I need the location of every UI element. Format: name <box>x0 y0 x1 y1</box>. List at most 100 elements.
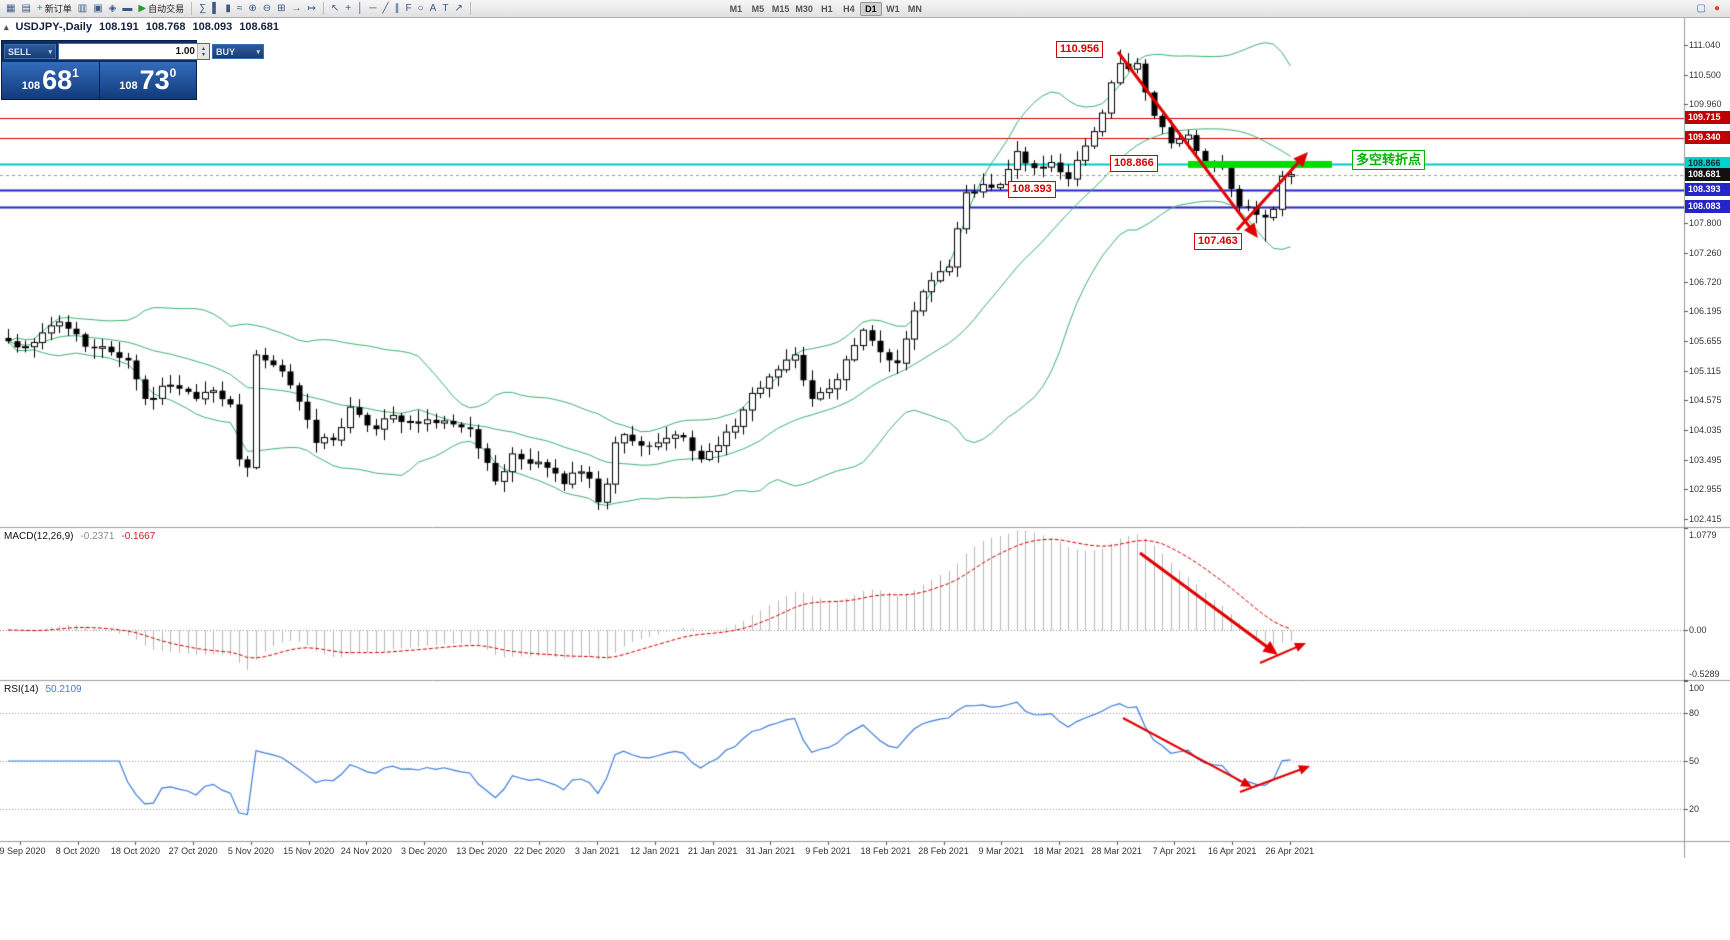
rsi-value: 50.2109 <box>45 684 82 695</box>
date-label: 5 Nov 2020 <box>227 846 274 856</box>
tile-windows-button[interactable]: ⊞ <box>274 1 288 17</box>
sell-point: 1 <box>72 65 79 80</box>
price-annotation-label[interactable]: 107.463 <box>1194 232 1242 250</box>
chart-window-button[interactable]: ▢ <box>1694 1 1709 17</box>
text-button[interactable]: A <box>427 1 440 17</box>
ohlc-close: 108.681 <box>239 21 280 33</box>
price-axis[interactable]: 111.040 110.500 109.960 107.800 107.260 106.7… <box>1685 18 1730 858</box>
auto-scroll-icon: → <box>291 2 302 14</box>
price-annotation-label[interactable]: 110.956 <box>1056 40 1104 58</box>
turning-point-label[interactable]: 多空转折点 <box>1352 149 1426 170</box>
new-order-button[interactable]: + 新订单 <box>34 1 75 17</box>
ohlc-open: 108.191 <box>98 21 139 33</box>
autotrading-label: 自动交易 <box>148 4 185 14</box>
tf-m5-button[interactable]: M5 <box>747 2 769 16</box>
zoom-out-button[interactable]: ⊖ <box>260 1 274 17</box>
toolbar-group-timeframes: M1 M5 M15 M30 H1 H4 D1 W1 MN <box>725 1 926 16</box>
buy-point: 0 <box>169 65 177 80</box>
sell-big-figure: 108 <box>21 79 41 92</box>
horizontal-line-button[interactable]: ─ <box>366 1 379 17</box>
terminal-button[interactable]: ▬ <box>119 1 135 17</box>
profiles-button[interactable]: ▤ <box>18 1 33 17</box>
price-chart-canvas[interactable] <box>0 18 1730 940</box>
rsi-tick-label: 80 <box>1689 708 1700 718</box>
ohlc-high: 108.768 <box>145 21 186 33</box>
tf-h1-button[interactable]: H1 <box>816 2 838 16</box>
date-label: 18 Feb 2021 <box>860 846 912 856</box>
buy-button[interactable]: 108 73 0 <box>99 62 196 99</box>
tf-m30-button[interactable]: M30 <box>792 2 816 16</box>
sell-button[interactable]: 108 68 1 <box>2 62 100 99</box>
price-tick-label: 111.040 <box>1689 39 1721 50</box>
price-tick-label: 104.575 <box>1689 395 1722 406</box>
trade-panel-prices: 108 68 1 108 73 0 <box>2 62 196 99</box>
data-window-button[interactable]: ▣ <box>90 1 105 17</box>
navigator-button[interactable]: ◈ <box>106 1 120 17</box>
text-label-button[interactable]: T <box>439 1 451 17</box>
crosshair-button[interactable]: + <box>342 1 354 17</box>
date-label: 18 Mar 2021 <box>1033 846 1085 856</box>
volume-stepper[interactable]: ▴ ▾ <box>58 43 210 60</box>
price-annotation-label[interactable]: 108.393 <box>1008 181 1056 199</box>
ellipse-button[interactable]: ○ <box>415 1 427 17</box>
date-label: 9 Mar 2021 <box>978 846 1024 856</box>
price-tick-label: 102.955 <box>1689 484 1722 495</box>
alert-button[interactable]: ● <box>1711 1 1723 17</box>
profiles-icon: ▤ <box>21 2 31 14</box>
trade-panel-controls: SELL ▾ ▴ ▾ BUY ▾ <box>2 41 264 60</box>
date-label: 13 Dec 2020 <box>456 846 508 856</box>
tf-w1-button[interactable]: W1 <box>882 2 904 16</box>
autotrading-button[interactable]: ▶ 自动交易 <box>135 1 187 17</box>
ellipse-icon: ○ <box>417 2 424 14</box>
price-tick-label: 110.500 <box>1689 69 1721 80</box>
candlestick-chart-button[interactable]: ▮ <box>222 1 234 17</box>
volume-input[interactable] <box>59 44 197 59</box>
date-axis[interactable]: 29 Sep 2020 8 Oct 2020 18 Oct 2020 27 Oct 2… <box>0 842 1730 860</box>
arrows-icon: ↗ <box>454 2 463 14</box>
tf-m1-button[interactable]: M1 <box>725 2 747 16</box>
new-chart-button[interactable]: ▦ <box>3 1 18 17</box>
macd-indicator-label: MACD(12,26,9) -0.2371 -0.1667 <box>4 531 155 542</box>
date-label: 21 Jan 2021 <box>687 846 738 856</box>
date-label: 8 Oct 2020 <box>55 846 100 856</box>
zoom-in-button[interactable]: ⊕ <box>245 1 259 17</box>
sell-dropdown[interactable]: SELL ▾ <box>4 44 56 59</box>
sell-pips: 68 <box>42 65 73 96</box>
bar-chart-button[interactable]: ▌ <box>209 1 222 17</box>
date-label: 29 Sep 2020 <box>0 846 46 856</box>
tf-mn-button[interactable]: MN <box>904 2 926 16</box>
tf-d1-button[interactable]: D1 <box>859 1 882 16</box>
trendline-button[interactable]: ╱ <box>379 1 391 17</box>
arrows-button[interactable]: ↗ <box>451 1 465 17</box>
indicators-icon: ∑ <box>199 2 207 14</box>
spin-down-icon[interactable]: ▾ <box>201 51 205 58</box>
price-tick-label: 107.800 <box>1689 218 1722 229</box>
tf-h4-button[interactable]: H4 <box>838 2 860 16</box>
terminal-icon: ▬ <box>122 2 133 14</box>
tf-m15-button[interactable]: M15 <box>769 2 793 16</box>
one-click-toggle-icon[interactable]: ▴ <box>4 21 9 32</box>
price-flag-label: 108.393 <box>1685 183 1730 197</box>
indicators-button[interactable]: ∑ <box>196 1 209 17</box>
chart-shift-button[interactable]: ↦ <box>305 1 319 17</box>
cursor-button[interactable]: ↖ <box>328 1 342 17</box>
price-annotation-label[interactable]: 108.866 <box>1110 155 1158 173</box>
vertical-line-button[interactable]: │ <box>354 1 366 17</box>
chart-window-icon: ▢ <box>1696 2 1706 14</box>
auto-scroll-button[interactable]: → <box>289 1 305 17</box>
toolbar-group-objects: ↖ + │ ─ ╱ ∥ F ○ A T ↗ <box>328 1 466 17</box>
trendline-icon: ╱ <box>382 2 389 14</box>
new-order-icon: + <box>36 2 43 14</box>
new-chart-icon: ▦ <box>6 2 16 14</box>
rsi-tick-label: 100 <box>1689 683 1705 693</box>
equidistant-channel-button[interactable]: ∥ <box>392 1 403 17</box>
chart-header: ▴ USDJPY-,Daily 108.191 108.768 108.093 … <box>4 21 279 33</box>
vertical-line-icon: │ <box>357 2 364 14</box>
fibonacci-button[interactable]: F <box>403 1 415 17</box>
line-chart-button[interactable]: ≈ <box>234 1 246 17</box>
buy-dropdown[interactable]: BUY ▾ <box>212 44 264 59</box>
spin-up-icon[interactable]: ▴ <box>201 45 205 52</box>
volume-spinner[interactable]: ▴ ▾ <box>197 44 209 59</box>
market-watch-button[interactable]: ▥ <box>75 1 90 17</box>
